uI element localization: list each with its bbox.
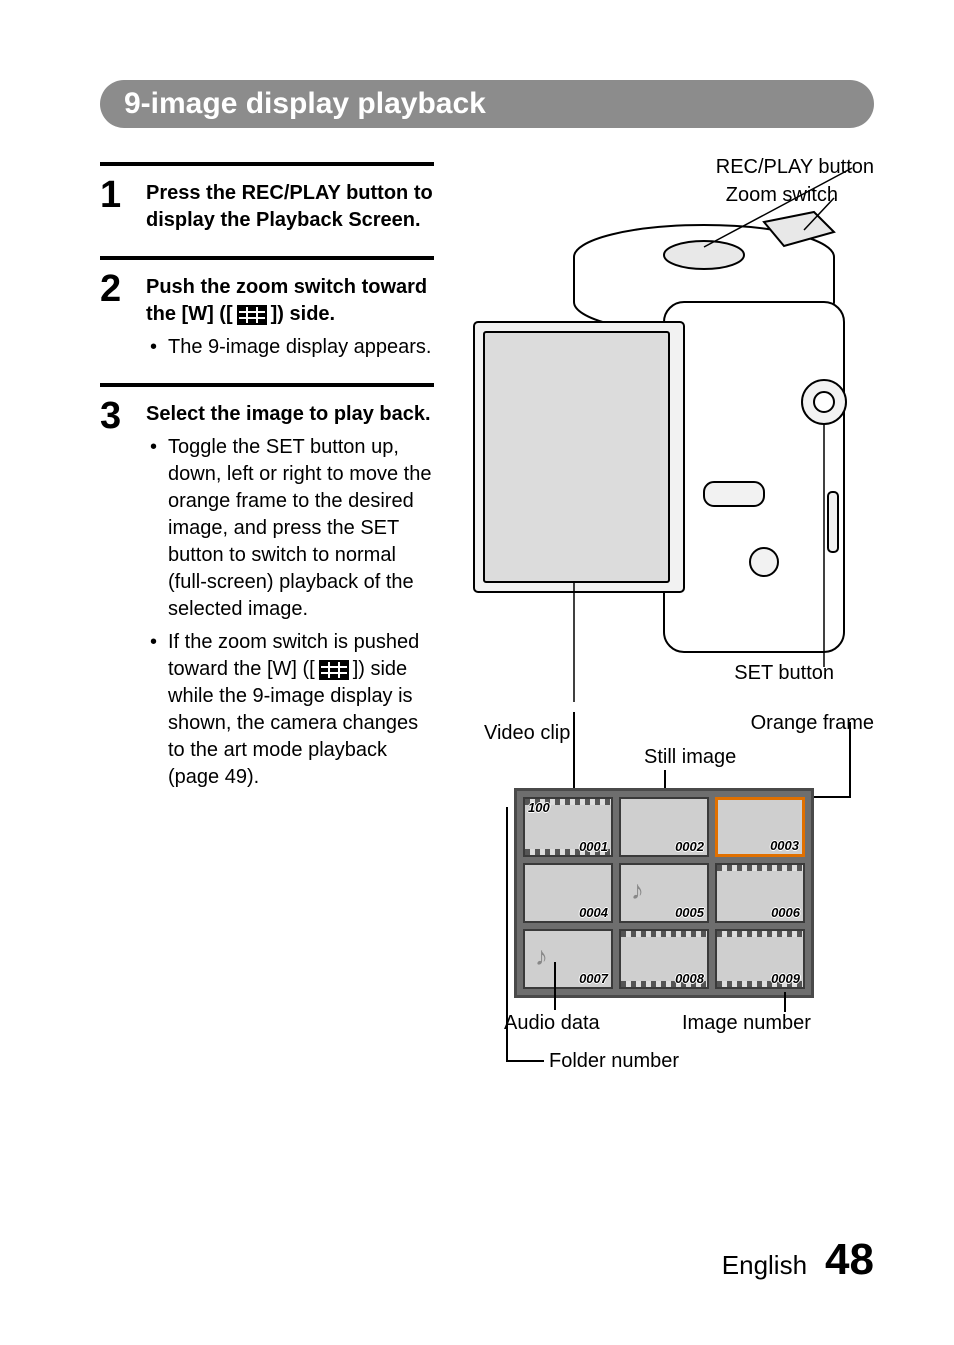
page: 9-image display playback 1 Press the REC… (0, 0, 954, 1345)
label-still-image: Still image (644, 746, 736, 769)
thumbnail: 0008 (619, 929, 709, 989)
bullet: Toggle the SET button up, down, left or … (146, 434, 434, 623)
step-title: Press the REC/PLAY button to display the… (146, 180, 434, 234)
step-title-post: ]) side. (271, 303, 335, 325)
audio-icon: ♪ (535, 941, 548, 972)
thumbnail-selected: 0003 (715, 797, 805, 857)
folder-number: 100 (528, 800, 550, 815)
nine-image-diagram: Video clip Orange frame Still image 100 … (454, 712, 874, 1132)
thumbnail: ♪ 0005 (619, 863, 709, 923)
thumbnail: ♪ 0007 (523, 929, 613, 989)
steps-column: 1 Press the REC/PLAY button to display t… (100, 162, 454, 1132)
thumbnail: 0004 (523, 863, 613, 923)
step-body: Press the REC/PLAY button to display the… (146, 176, 434, 234)
step-title: Select the image to play back. (146, 401, 434, 428)
page-footer: English 48 (722, 1235, 874, 1285)
label-folder-number: Folder number (549, 1050, 679, 1073)
thumbnail-grid: 100 0001 0002 0003 0004 ♪ 0005 (514, 788, 814, 998)
section-title-band: 9-image display playback (100, 80, 874, 128)
step-bullets: Toggle the SET button up, down, left or … (146, 434, 434, 791)
bullet: The 9-image display appears. (146, 334, 434, 361)
audio-icon: ♪ (631, 875, 644, 906)
image-number: 0008 (675, 971, 704, 986)
image-number: 0009 (771, 971, 800, 986)
thumbnail: 0002 (619, 797, 709, 857)
thumbnail: 100 0001 (523, 797, 613, 857)
step-number: 2 (100, 270, 128, 361)
nine-grid-icon (319, 660, 349, 680)
nine-grid-icon (237, 305, 267, 325)
camera-svg (454, 162, 874, 702)
bullet: If the zoom switch is pushed toward the … (146, 629, 434, 791)
section-title: 9-image display playback (124, 87, 486, 121)
camera-diagram: REC/PLAY button Zoom switch SET button (454, 162, 874, 702)
label-audio-data: Audio data (504, 1012, 600, 1035)
image-number: 0004 (579, 905, 608, 920)
image-number: 0003 (770, 838, 799, 853)
step-body: Select the image to play back. Toggle th… (146, 397, 434, 791)
step-title: Push the zoom switch toward the [W] ([])… (146, 274, 434, 328)
step-body: Push the zoom switch toward the [W] ([])… (146, 270, 434, 361)
step-3: 3 Select the image to play back. Toggle … (100, 383, 434, 813)
footer-page-number: 48 (825, 1235, 874, 1285)
label-orange-frame: Orange frame (751, 712, 874, 735)
image-number: 0001 (579, 839, 608, 854)
step-1: 1 Press the REC/PLAY button to display t… (100, 162, 434, 256)
diagram-column: REC/PLAY button Zoom switch SET button (454, 162, 874, 1132)
footer-language: English (722, 1250, 807, 1281)
step-bullets: The 9-image display appears. (146, 334, 434, 361)
image-number: 0006 (771, 905, 800, 920)
label-image-number: Image number (682, 1012, 811, 1035)
thumbnail: 0006 (715, 863, 805, 923)
label-video-clip: Video clip (484, 722, 570, 745)
step-2: 2 Push the zoom switch toward the [W] ([… (100, 256, 434, 383)
image-number: 0007 (579, 971, 608, 986)
image-number: 0002 (675, 839, 704, 854)
content-row: 1 Press the REC/PLAY button to display t… (100, 162, 874, 1132)
image-number: 0005 (675, 905, 704, 920)
step-number: 1 (100, 176, 128, 234)
thumbnail: 0009 (715, 929, 805, 989)
step-number: 3 (100, 397, 128, 791)
